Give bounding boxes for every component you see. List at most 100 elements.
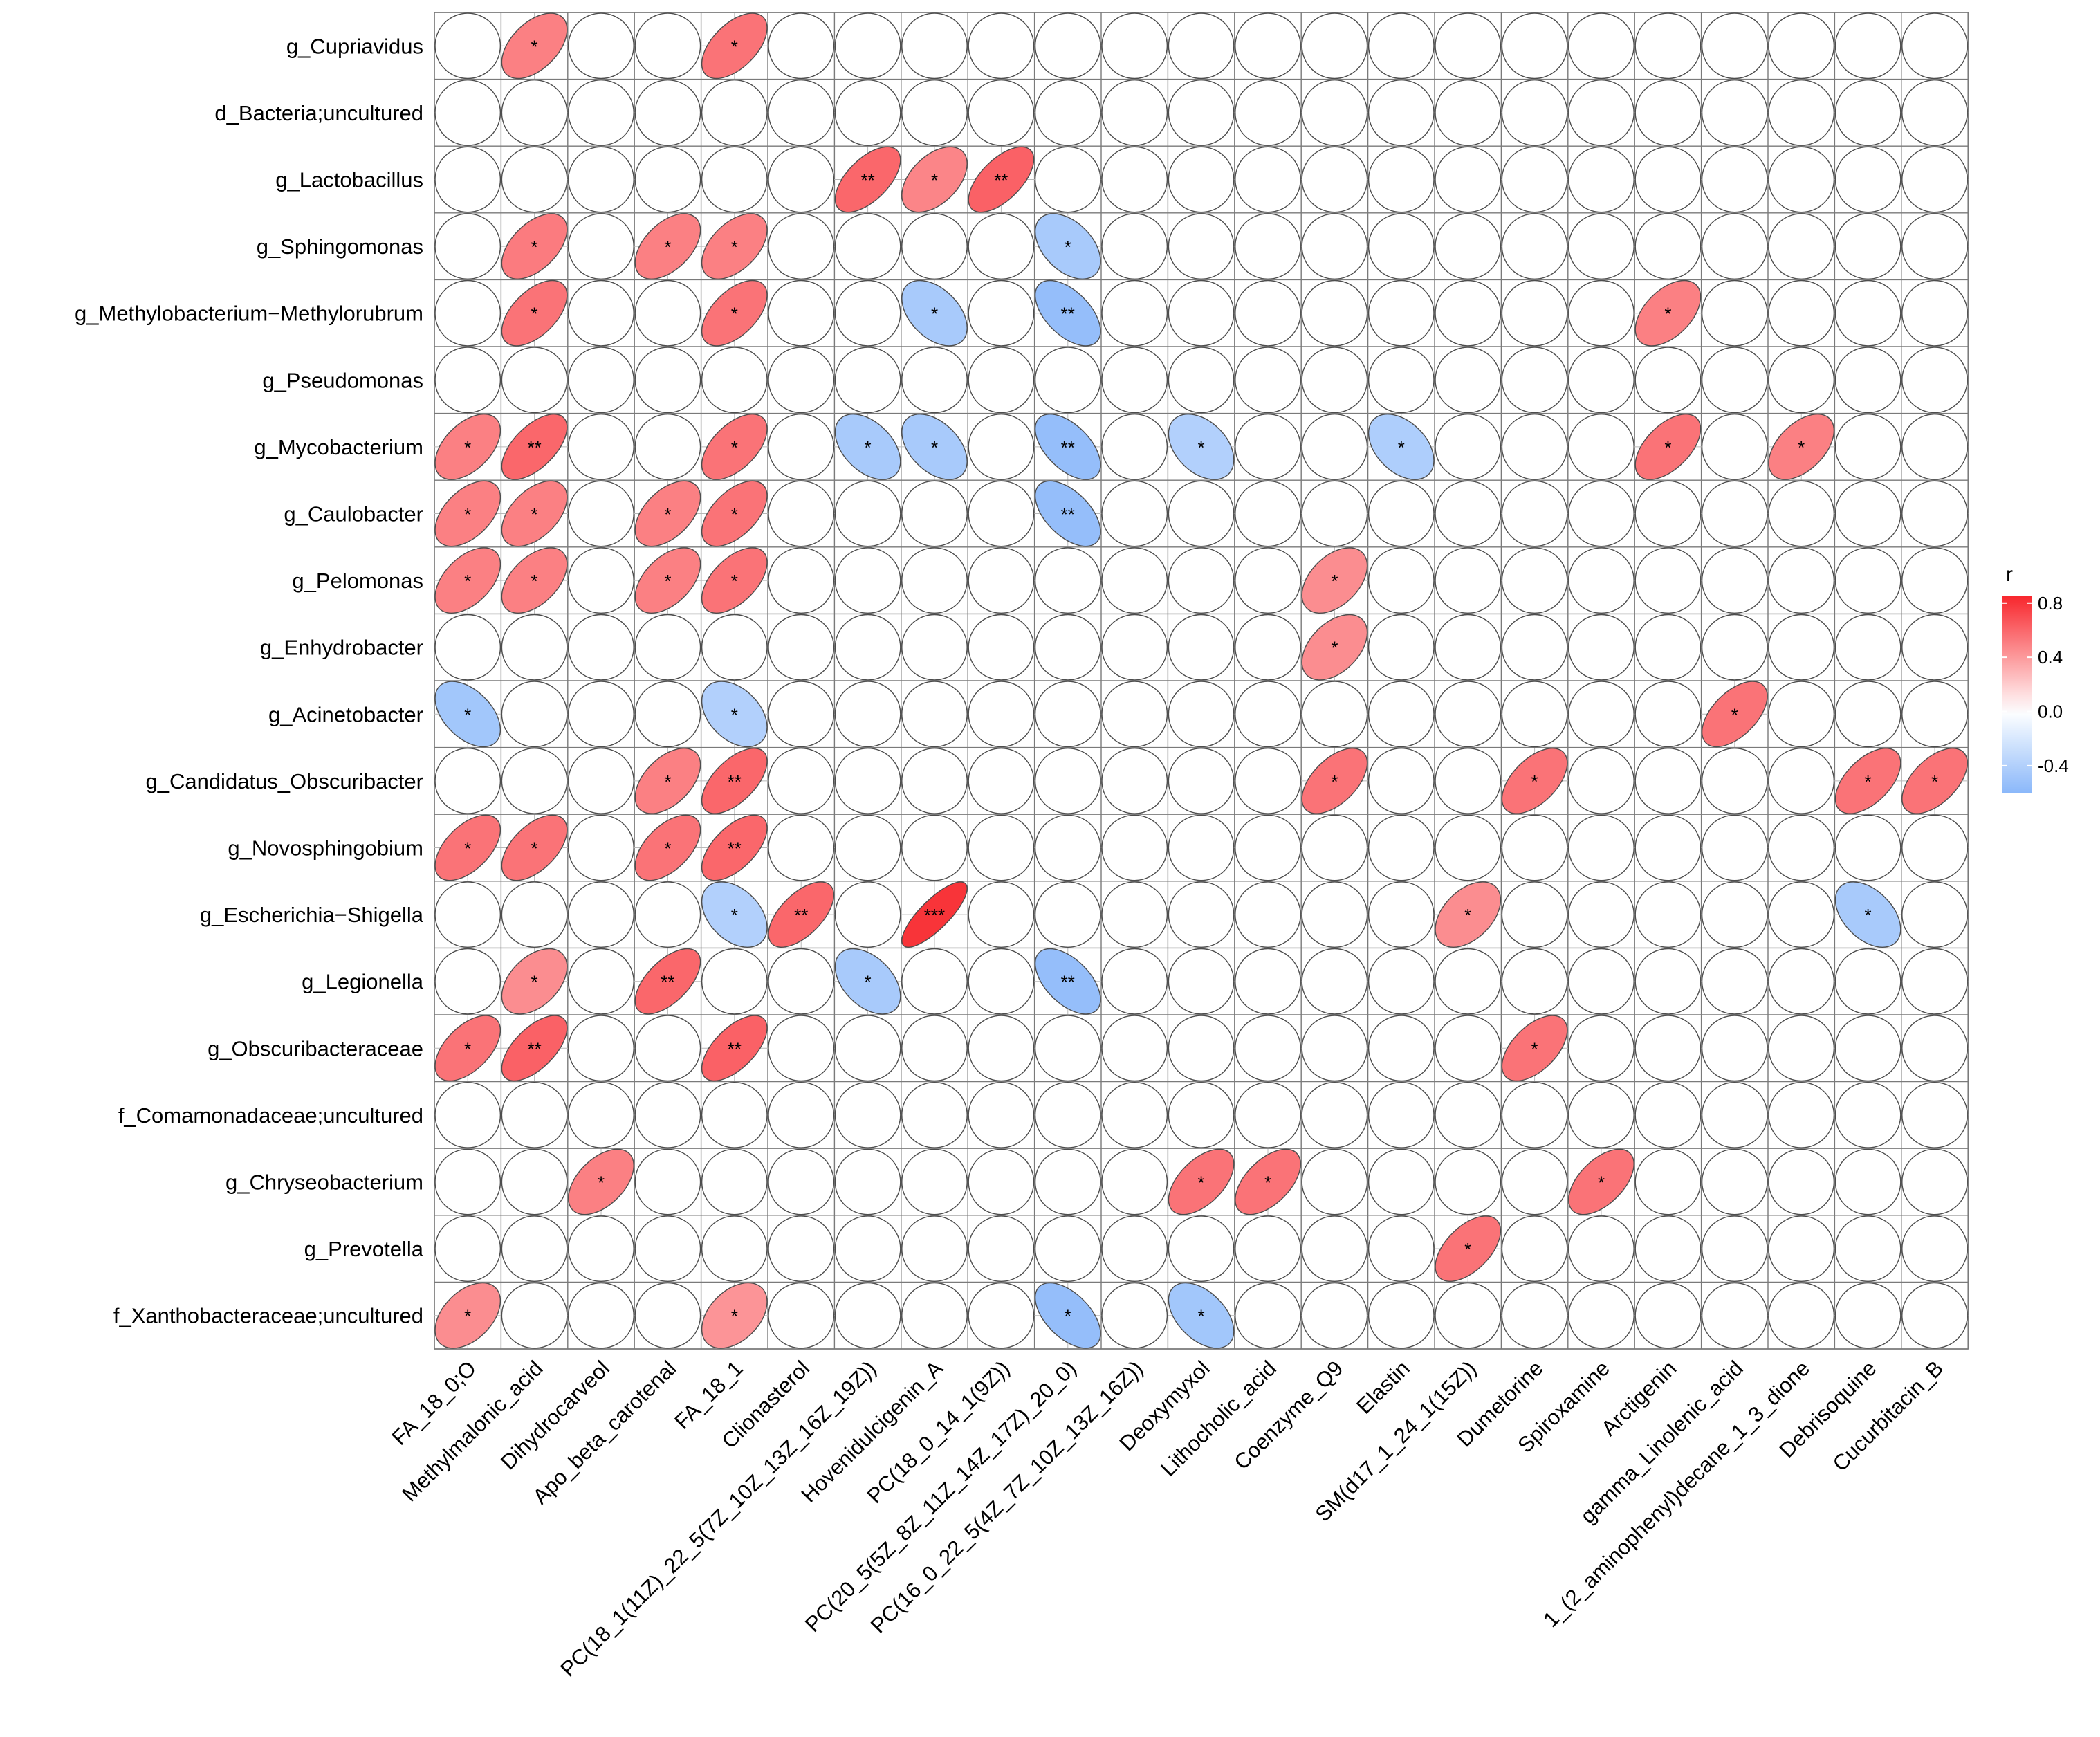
column-label: Lithocholic_acid (1156, 1356, 1281, 1481)
correlation-cell-empty (568, 814, 634, 881)
row-label: d_Bacteria;uncultured (214, 101, 423, 125)
significance-label: * (931, 170, 938, 191)
correlation-cell-empty (1367, 79, 1435, 146)
correlation-cell-empty (768, 748, 835, 814)
correlation-cell-empty (901, 614, 968, 681)
correlation-cell-empty (768, 146, 835, 213)
row-label: g_Pelomonas (292, 569, 423, 593)
color-legend: r 0.8 0.4 0.0 -0.4 (2002, 563, 2069, 793)
correlation-ellipse (501, 814, 568, 881)
significance-label: * (464, 704, 471, 725)
correlation-cell-empty (968, 881, 1035, 948)
significance-label: * (1931, 771, 1938, 792)
significance-label: * (464, 504, 471, 525)
legend-ticks: 0.8 0.4 0.0 -0.4 (2002, 593, 2069, 776)
correlation-cell-empty (768, 279, 835, 347)
significance-label: * (531, 304, 538, 324)
correlation-cell-empty (1367, 1015, 1435, 1082)
correlation-cell-empty (1034, 146, 1101, 213)
significance-label: * (731, 571, 738, 591)
correlation-cell-empty (1367, 681, 1435, 748)
correlation-cell-empty (1701, 1215, 1768, 1283)
correlation-ellipse (1701, 681, 1768, 748)
correlation-cell-empty (1301, 414, 1368, 480)
correlation-ellipse (901, 413, 968, 480)
significance-label: * (1065, 1306, 1071, 1327)
row-label: g_Chryseobacterium (225, 1170, 423, 1195)
correlation-cell-empty (1435, 414, 1502, 480)
correlation-cell-empty (501, 881, 568, 948)
correlation-cell-empty (901, 347, 968, 414)
correlation-cell-empty (1367, 547, 1435, 614)
correlation-cell-empty (1768, 1015, 1835, 1082)
legend-title: r (2006, 563, 2013, 586)
correlation-cell-empty (968, 1282, 1035, 1349)
correlation-cell-empty (1301, 881, 1368, 948)
row-labels: g_Cupriavidus d_Bacteria;uncultured g_Lact… (75, 34, 424, 1327)
correlation-ellipse (1634, 279, 1702, 347)
correlation-cell-empty (1634, 948, 1702, 1015)
correlation-cell-empty (434, 279, 501, 347)
correlation-cell-empty (1834, 948, 1901, 1015)
significance-label: * (664, 771, 671, 792)
correlation-cell-empty (1235, 748, 1301, 814)
correlation-ellipse (1301, 614, 1368, 681)
significance-label: * (531, 972, 538, 993)
row-label: g_Pseudomonas (262, 368, 423, 392)
correlation-cell-empty (568, 881, 634, 948)
correlation-cell-empty (1768, 1082, 1835, 1148)
correlation-cell-empty (968, 480, 1035, 547)
correlation-cell-empty (1301, 814, 1368, 881)
correlation-cell-empty (1367, 1215, 1435, 1283)
correlation-cell-empty (434, 146, 501, 213)
correlation-cell-empty (1834, 681, 1901, 748)
correlation-cell-empty (501, 79, 568, 146)
correlation-cell-empty (568, 1215, 634, 1283)
correlation-cell-empty (1501, 347, 1568, 414)
correlation-cell-empty (1901, 414, 1968, 480)
correlation-cell-empty (701, 1148, 768, 1215)
correlation-ellipse (701, 279, 768, 347)
correlation-cell-empty (901, 213, 968, 279)
correlation-cell-empty (1501, 480, 1568, 547)
correlation-cell-empty (768, 814, 835, 881)
correlation-ellipse (501, 1015, 568, 1082)
correlation-cell-empty (768, 347, 835, 414)
correlation-cell-empty (568, 347, 634, 414)
correlation-cell-empty (834, 347, 901, 414)
correlation-ellipse (501, 213, 568, 279)
correlation-cell-empty (1235, 414, 1301, 480)
correlation-cell-empty (1367, 12, 1435, 80)
correlation-ellipse (768, 881, 835, 948)
significance-label: * (664, 571, 671, 591)
significance-label: * (931, 304, 938, 324)
row-label: g_Enhydrobacter (260, 636, 423, 660)
correlation-cell-empty (501, 347, 568, 414)
correlation-cell-empty (1501, 79, 1568, 146)
correlation-cell-empty (1634, 213, 1702, 279)
significance-label: * (464, 838, 471, 859)
correlation-cell-empty (1301, 480, 1368, 547)
correlation-cell-empty (1168, 12, 1235, 80)
correlation-cell-empty (1367, 213, 1435, 279)
row-label: g_Caulobacter (284, 502, 423, 526)
correlation-cell-empty (1301, 12, 1368, 80)
correlation-cell-empty (1901, 1282, 1968, 1349)
correlation-ellipse (1367, 413, 1435, 480)
correlation-cell-empty (1701, 948, 1768, 1015)
correlation-cell-empty (901, 748, 968, 814)
correlation-cell-empty (1634, 1215, 1702, 1283)
row-label: f_Comamonadaceae;uncultured (118, 1103, 423, 1128)
correlation-cell-empty (1834, 1148, 1901, 1215)
significance-label: ** (1061, 504, 1075, 525)
correlation-cell-empty (1367, 614, 1435, 681)
correlation-cell-empty (1435, 1148, 1502, 1215)
correlation-cell-empty (968, 347, 1035, 414)
correlation-cell-empty (701, 1215, 768, 1283)
correlation-cell-empty (1834, 79, 1901, 146)
correlation-cell-empty (1301, 1015, 1368, 1082)
correlation-cell-empty (1701, 279, 1768, 347)
correlation-cell-empty (968, 1082, 1035, 1148)
correlation-cell-empty (1301, 213, 1368, 279)
